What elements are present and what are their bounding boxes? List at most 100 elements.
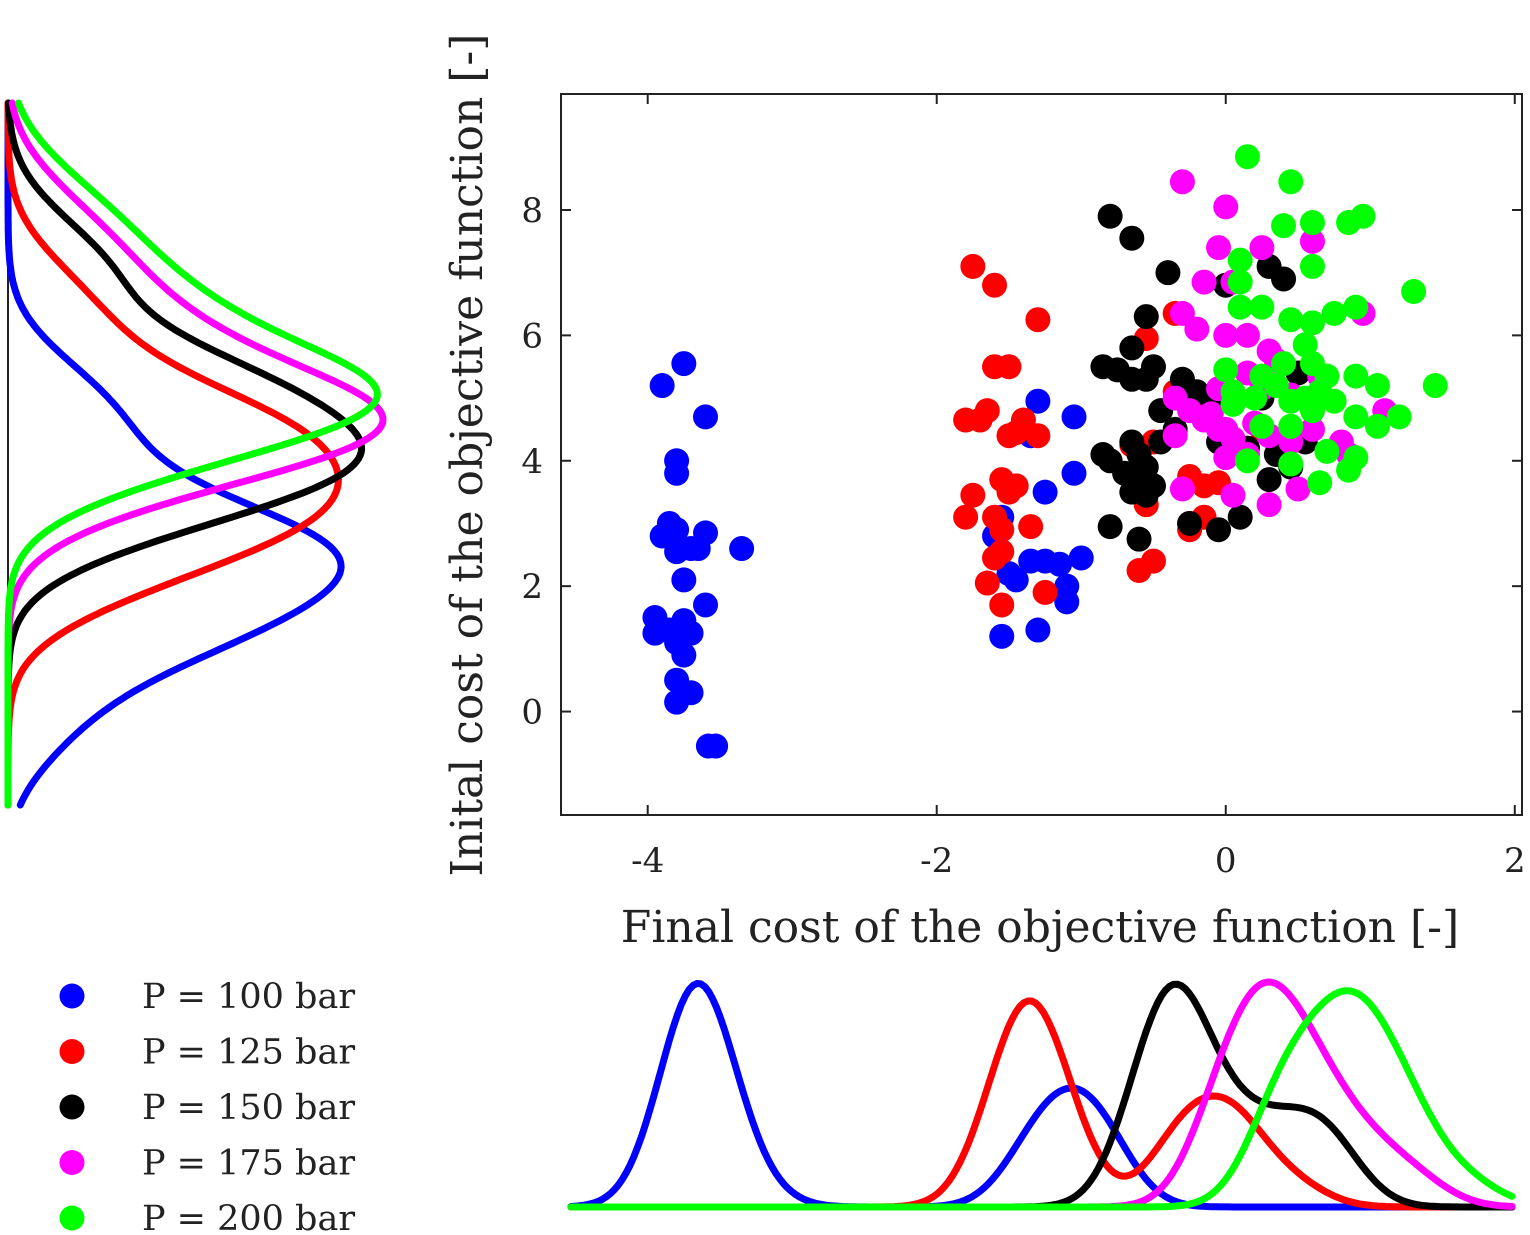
legend-label: P = 100 bar <box>142 977 355 1017</box>
point-series-1 <box>1061 460 1087 486</box>
point-series-5 <box>1343 294 1369 320</box>
scatter-axes: -4 -2 0 2 0 2 4 6 8 <box>521 93 1526 881</box>
point-series-1 <box>1003 567 1029 593</box>
bottom-marginal-density <box>567 978 1516 1211</box>
point-series-5 <box>1278 413 1304 439</box>
left-density-curve-series-4 <box>4 99 387 809</box>
point-series-4 <box>1191 269 1217 295</box>
point-series-4 <box>1285 476 1311 502</box>
point-series-5 <box>1401 278 1427 304</box>
point-series-2 <box>1025 423 1051 449</box>
point-series-4 <box>1213 322 1239 348</box>
point-series-3 <box>1097 203 1123 229</box>
point-series-5 <box>1321 388 1347 414</box>
point-series-4 <box>1184 316 1210 342</box>
point-series-5 <box>1234 144 1260 170</box>
point-series-3 <box>1133 482 1159 508</box>
point-series-5 <box>1249 413 1275 439</box>
x-tick-label: -2 <box>920 841 953 881</box>
legend-marker <box>59 983 85 1009</box>
point-series-5 <box>1343 363 1369 389</box>
point-series-3 <box>1119 225 1145 251</box>
left-density-curve-series-1 <box>4 99 345 809</box>
bottom-density-curve-series-5 <box>567 987 1516 1211</box>
point-series-5 <box>1364 413 1390 439</box>
point-series-3 <box>1177 510 1203 536</box>
point-series-2 <box>1126 557 1152 583</box>
point-series-5 <box>1278 451 1304 477</box>
legend-label: P = 125 bar <box>142 1033 355 1073</box>
point-series-2 <box>1018 514 1044 540</box>
legend-label: P = 175 bar <box>142 1144 355 1184</box>
point-series-3 <box>1271 266 1297 292</box>
point-series-2 <box>989 517 1015 543</box>
point-series-4 <box>1249 235 1275 261</box>
point-series-4 <box>1169 476 1195 502</box>
point-series-5 <box>1220 391 1246 417</box>
point-series-5 <box>1271 213 1297 239</box>
point-series-1 <box>1025 388 1051 414</box>
point-series-4 <box>1213 194 1239 220</box>
point-series-2 <box>974 570 1000 596</box>
point-series-5 <box>1299 310 1325 336</box>
point-series-5 <box>1271 351 1297 377</box>
point-series-2 <box>953 407 979 433</box>
point-series-2 <box>996 479 1022 505</box>
point-series-3 <box>1112 460 1138 486</box>
point-series-5 <box>1350 203 1376 229</box>
point-series-2 <box>1025 307 1051 333</box>
point-series-5 <box>1386 404 1412 430</box>
point-series-4 <box>1206 235 1232 261</box>
point-series-5 <box>1213 357 1239 383</box>
point-series-4 <box>1220 482 1246 508</box>
point-series-5 <box>1307 470 1333 496</box>
bottom-density-curve-series-1 <box>567 980 1516 1211</box>
y-tick-label: 0 <box>521 693 543 733</box>
legend-marker <box>59 1094 85 1120</box>
point-series-4 <box>1299 228 1325 254</box>
point-series-2 <box>982 545 1008 571</box>
point-series-1 <box>989 623 1015 649</box>
point-series-1 <box>1025 617 1051 643</box>
point-series-3 <box>1119 366 1145 392</box>
left-density-curve-series-3 <box>4 99 366 809</box>
x-axis-label: Final cost of the objective function [-] <box>621 902 1459 953</box>
point-series-5 <box>1299 253 1325 279</box>
point-series-3 <box>1155 260 1181 286</box>
point-series-2 <box>1032 579 1058 605</box>
point-series-3 <box>1133 304 1159 330</box>
legend-marker <box>59 1150 85 1175</box>
point-series-5 <box>1227 269 1253 295</box>
bottom-density-curve-series-3 <box>567 980 1516 1211</box>
point-series-1 <box>703 733 729 759</box>
point-series-5 <box>1249 294 1275 320</box>
point-series-5 <box>1278 169 1304 195</box>
point-series-2 <box>989 592 1015 618</box>
y-axis-label: Inital cost of the objective function [-… <box>442 34 493 877</box>
point-series-2 <box>960 482 986 508</box>
point-series-1 <box>649 373 675 399</box>
point-series-5 <box>1314 438 1340 464</box>
point-series-5 <box>1364 373 1390 399</box>
y-axis-ticks: 0 2 4 6 8 <box>521 191 1522 733</box>
point-series-2 <box>996 423 1022 449</box>
point-series-1 <box>1054 589 1080 615</box>
point-series-1 <box>685 536 711 562</box>
x-tick-label: -4 <box>631 841 664 881</box>
point-series-3 <box>1097 514 1123 540</box>
point-series-1 <box>671 567 697 593</box>
legend-marker <box>59 1039 85 1064</box>
point-series-5 <box>1278 307 1304 333</box>
point-series-1 <box>1061 404 1087 430</box>
point-series-4 <box>1213 445 1239 471</box>
point-series-5 <box>1422 373 1448 399</box>
point-series-1 <box>664 517 690 543</box>
legend-marker <box>59 1205 85 1231</box>
point-series-3 <box>1119 335 1145 361</box>
point-series-1 <box>1047 551 1073 577</box>
point-series-2 <box>982 272 1008 298</box>
point-series-5 <box>1321 300 1347 326</box>
point-series-3 <box>1140 354 1166 380</box>
point-series-5 <box>1292 332 1318 358</box>
x-tick-label: 2 <box>1504 841 1526 881</box>
